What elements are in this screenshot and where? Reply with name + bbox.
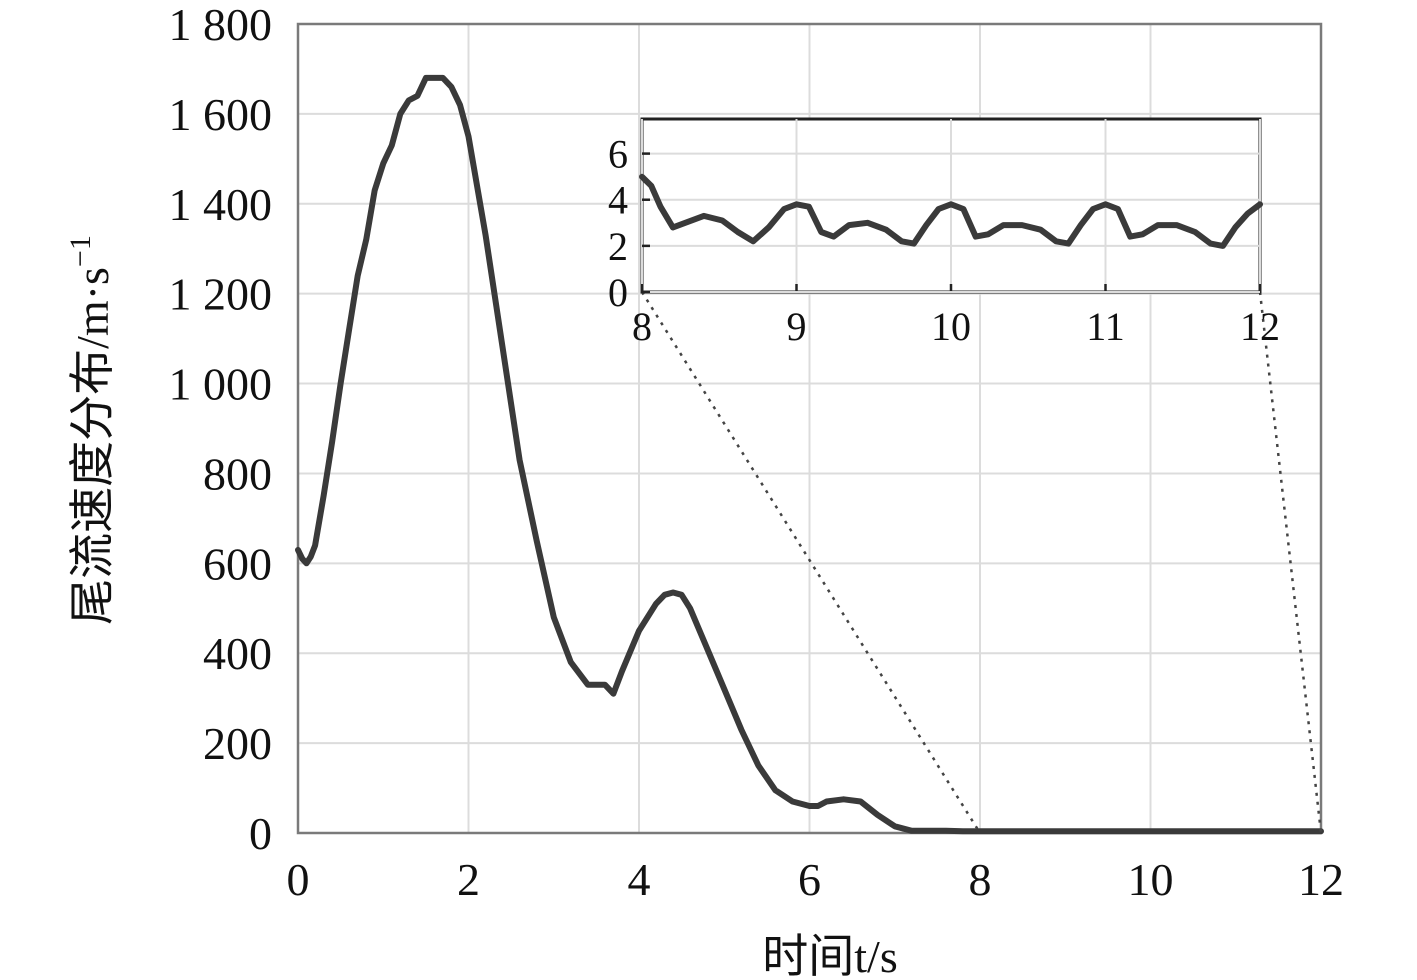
inset-series-line	[639, 173, 1263, 249]
main-y-tick-label: 1 200	[169, 269, 273, 320]
main-x-tick-label: 10	[1128, 854, 1174, 905]
inset-y-tick-label: 4	[608, 178, 628, 223]
zoom-connector-left	[640, 291, 982, 834]
main-plot-frame	[296, 22, 1323, 835]
inset-x-tick-label: 8	[632, 304, 652, 349]
inset-grid	[640, 119, 1262, 294]
main-x-tick-label: 0	[287, 854, 310, 905]
main-y-tick-label: 0	[249, 808, 272, 859]
y-axis-label-text: 尾流速度分布/m·s	[67, 267, 118, 625]
main-y-tick-label: 1 000	[169, 359, 273, 410]
inset-x-tick-label: 9	[787, 304, 807, 349]
main-x-tick-labels: 0 2 4 6 8 10 12	[287, 854, 1345, 905]
inset-y-tick-label: 2	[608, 224, 628, 269]
zoom-connector-lines	[640, 291, 1323, 834]
main-y-tick-labels: 0 200 400 600 800 1 000 1 200 1 400 1 600 1 800	[169, 0, 273, 859]
inset-x-tick-label: 10	[931, 304, 971, 349]
main-x-tick-label: 4	[628, 854, 651, 905]
inset-x-tick-label: 11	[1086, 304, 1125, 349]
main-y-tick-label: 1 400	[169, 179, 273, 230]
main-y-tick-label: 600	[203, 538, 272, 589]
inset-x-tick-label: 12	[1240, 304, 1280, 349]
x-axis-label-text: 时间t/s	[762, 931, 897, 980]
main-y-tick-label: 1 800	[169, 0, 273, 50]
inset-x-tick-labels: 8 9 10 11 12	[632, 304, 1280, 349]
main-x-tick-label: 12	[1298, 854, 1344, 905]
main-x-tick-label: 2	[457, 854, 480, 905]
x-axis-label: 时间t/s	[762, 931, 897, 980]
inset-y-tick-label: 6	[608, 132, 628, 177]
main-y-tick-label: 200	[203, 718, 272, 769]
inset-y-tick-label: 0	[608, 270, 628, 315]
main-y-tick-label: 400	[203, 628, 272, 679]
y-axis-label-superscript: −1	[64, 235, 97, 267]
main-y-tick-label: 800	[203, 448, 272, 499]
zoom-connector-right	[1258, 291, 1323, 834]
main-series-line	[295, 74, 1324, 835]
y-axis-label: 尾流速度分布/m·s−1	[64, 235, 118, 625]
main-y-tick-label: 1 600	[169, 89, 273, 140]
main-x-tick-label: 6	[798, 854, 821, 905]
main-x-tick-label: 8	[969, 854, 992, 905]
